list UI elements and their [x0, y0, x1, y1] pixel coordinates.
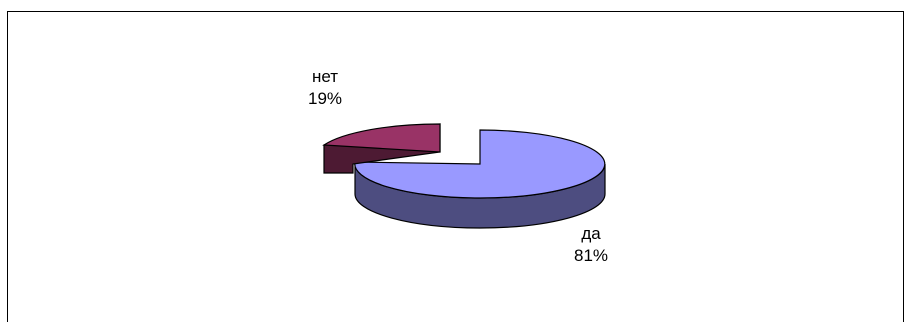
slice-net — [322, 123, 441, 153]
slice-label-da: да 81% — [574, 223, 608, 267]
slice-label-net: нет 19% — [308, 66, 342, 110]
slice-label-da-name: да — [581, 224, 601, 243]
slice-label-net-value: 19% — [308, 89, 343, 108]
chart-area: нет 19% да 81% — [7, 11, 904, 322]
pie-chart — [322, 123, 606, 229]
slice-da — [354, 129, 606, 199]
slice-label-net-name: нет — [311, 67, 339, 86]
slice-label-da-value: 81% — [574, 246, 609, 265]
